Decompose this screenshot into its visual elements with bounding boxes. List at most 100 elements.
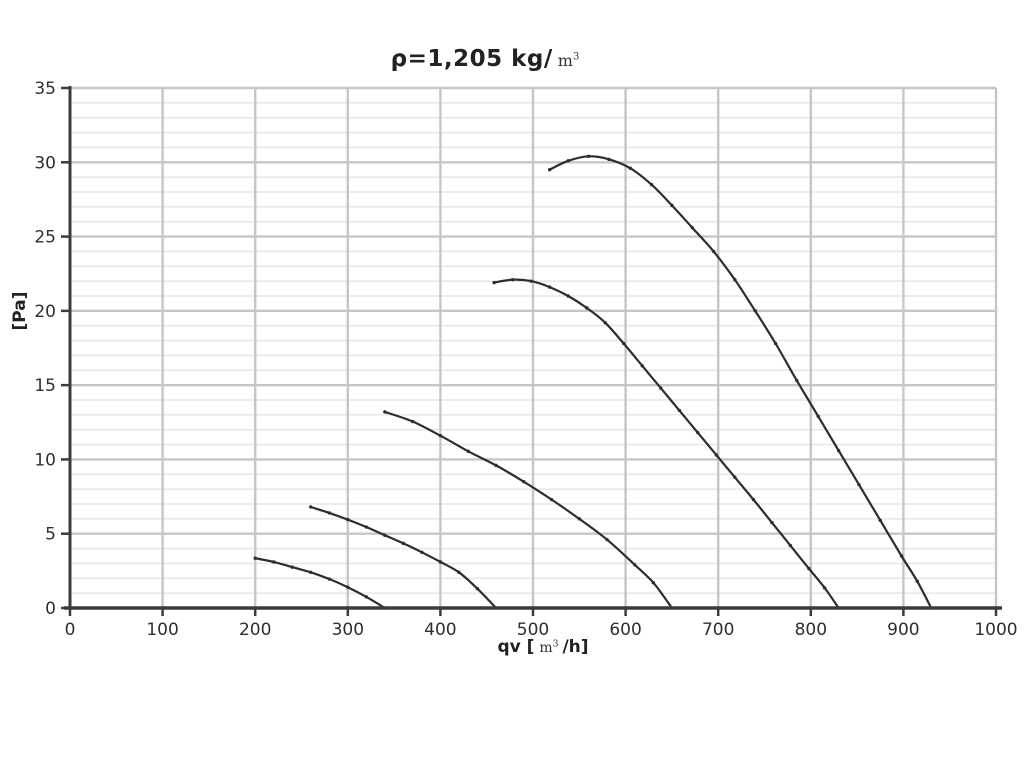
fan-curve-5-point [586,154,591,159]
fan-curve-1 [254,557,386,610]
fan-curve-1-point [364,595,369,599]
fan-curve-3-point [549,497,554,502]
x-tick-label: 800 [795,620,827,640]
x-tick-label: 700 [702,620,734,640]
x-tick-label: 600 [609,620,641,640]
y-tick-label: 25 [34,228,56,248]
x-tick-label: 500 [517,620,549,640]
y-tick-label: 35 [34,79,56,99]
fan-curve-3 [383,410,673,610]
fan-curve-4-point [640,364,644,368]
x-axis-label: qv [m3/h] [433,637,653,657]
fan-curve-4-point [622,341,626,346]
fan-curve-2-point [309,505,313,509]
fan-curve-5-point [878,518,882,523]
fan-curve-4 [493,278,840,610]
fan-curve-1-point [272,560,276,564]
fan-curve-3-point [410,419,415,424]
fan-curve-4-point [603,321,607,325]
y-tick-label: 0 [45,599,56,619]
y-tick-label: 10 [34,450,56,470]
fan-curve-2-point [364,525,369,529]
fan-curve-4-point [677,408,682,413]
chart-title-text: ρ=1,205 kg/ [390,46,553,72]
x-axis-label-suffix: /h] [562,637,589,657]
fan-curve-3-point [522,480,526,484]
fan-curve-4-point [529,279,533,283]
x-tick-label: 900 [887,620,919,640]
fan-curve-5-point [547,168,552,172]
fan-curve-5-point [628,166,632,170]
tick-marks [61,86,998,616]
fan-curve-5-point [649,182,654,187]
fan-curve-5-point [795,378,799,383]
chart-title-unit-exponent: 3 [572,51,580,63]
fan-curve-2-point [327,511,331,515]
fan-curve-4-point [492,280,496,285]
chart-title: ρ=1,205 kg/m3 [0,46,970,72]
x-axis-unit-exponent: 3 [552,639,559,650]
x-axis-unit: m3 [539,639,559,656]
fan-curve-3-point [577,517,581,521]
x-tick-label: 200 [239,620,271,640]
fan-curve-4-point [714,453,719,457]
fan-curve-4-point [788,543,793,548]
fan-curve-4-point [807,566,811,571]
x-tick-label: 1000 [974,620,1017,640]
fan-curve-2-point [383,533,387,537]
fan-curve-5-point [670,203,674,208]
fan-curve-3-point [466,449,470,453]
fan-curve-5-point [816,414,820,419]
fan-curve-5-point [733,277,737,282]
fan-curve-3-point [494,463,498,468]
fan-curve-3-point [651,581,656,585]
fan-curve-4-point [510,277,515,282]
fan-curve-3-point [633,563,637,567]
fan-curve-4-point [566,294,570,298]
fan-curve-5-point [773,341,778,346]
tick-labels: 0 100 200 300 400 500 600 700 800 900 1000 0 5 10 15 20… [34,79,1017,640]
fan-curve-5-point [690,225,694,230]
fan-curve-3-point [383,410,387,414]
fan-curve-5-point [566,159,570,163]
fan-curve-2-point [457,570,461,575]
fan-curve-5-point [899,554,904,558]
y-tick-label: 20 [34,302,56,322]
x-axis-label-prefix: qv [ [497,637,535,657]
fan-curve-4-point [585,306,589,310]
fan-curve-4-point [822,586,827,590]
x-axis-unit-base: m [539,640,553,656]
chart-title-unit-base: m [557,51,573,70]
fan-curve-5-point [753,309,757,313]
fan-curve-5-point [711,249,716,254]
fan-curve-3-point [438,433,443,438]
gridlines-vertical [161,88,998,608]
fan-curve-1-point [346,585,350,589]
fan-curve-5-point [915,579,919,583]
fan-curve-1-point [327,577,331,581]
fan-curve-4-point [770,520,774,525]
fan-curve-2-point [401,541,406,546]
fan-curve-2-point [346,517,350,522]
fan-curve-5-point [836,448,841,453]
y-tick-label: 15 [34,376,56,396]
fan-curve-4-point [751,497,756,502]
y-axis-label: [Pa] [10,291,30,331]
fan-curve-5-point [857,482,861,487]
x-tick-label: 400 [424,620,456,640]
x-tick-label: 0 [65,620,76,640]
x-tick-label: 100 [146,620,178,640]
fan-curves [253,154,933,610]
x-tick-label: 300 [332,620,364,640]
fan-curve-4-point [547,285,552,289]
fan-curve-4-point [696,430,700,435]
fan-curve-1-point [290,565,294,569]
chart-title-unit: m3 [558,51,580,70]
fan-curve-2-point [438,560,443,564]
fan-curve-3-point [605,537,609,542]
y-tick-label: 5 [45,525,56,545]
fan-curve-5-point [607,157,611,162]
fan-curve-1-point [309,570,313,575]
fan-curve-5 [548,155,933,610]
